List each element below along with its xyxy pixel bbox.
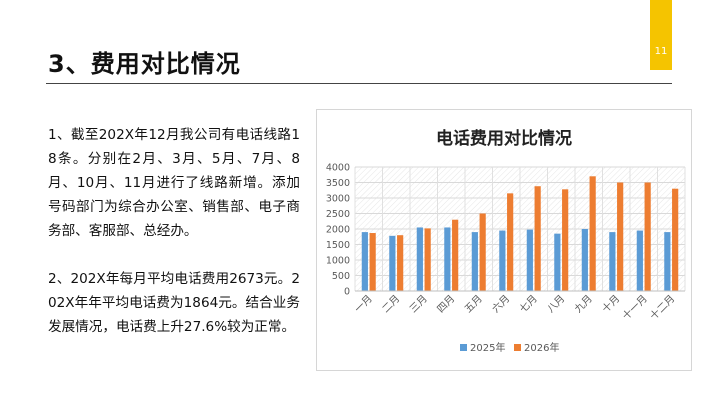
bar-2025-12 xyxy=(664,232,671,291)
x-tick-label: 三月 xyxy=(407,293,430,316)
bar-2026-4 xyxy=(452,219,459,291)
y-tick-label: 2000 xyxy=(326,225,350,236)
title-divider xyxy=(46,83,672,84)
bar-2025-10 xyxy=(609,232,616,291)
bar-2026-6 xyxy=(507,193,514,291)
x-tick-label: 十一月 xyxy=(619,292,649,322)
y-tick-label: 3000 xyxy=(326,194,350,205)
bar-2025-1 xyxy=(361,232,368,291)
bar-2025-8 xyxy=(554,233,561,291)
y-tick-label: 1000 xyxy=(326,256,350,267)
x-tick-label: 二月 xyxy=(380,293,403,316)
x-tick-label: 十二月 xyxy=(647,292,677,322)
y-tick-label: 1500 xyxy=(326,240,350,251)
page-number: 11 xyxy=(654,46,668,57)
legend-swatch-2025 xyxy=(460,344,467,351)
chart-title: 电话费用对比情况 xyxy=(436,128,572,149)
bar-2026-12 xyxy=(672,188,679,291)
bar-2026-2 xyxy=(397,235,404,291)
x-tick-label: 五月 xyxy=(462,293,485,316)
bar-2026-8 xyxy=(562,189,569,291)
accent-bar xyxy=(650,0,672,70)
paragraph-2: 2、202X年每月平均电话费用2673元。202X年年平均电话费为1864元。结… xyxy=(48,271,300,335)
bar-2025-9 xyxy=(581,229,588,291)
x-tick-label: 六月 xyxy=(490,293,513,316)
x-tick-label: 十月 xyxy=(599,292,622,315)
bar-2025-4 xyxy=(444,227,451,291)
slide-title: 3、费用对比情况 xyxy=(48,50,241,78)
y-tick-label: 3500 xyxy=(326,178,350,189)
bar-2026-3 xyxy=(424,228,431,291)
chart-container: 电话费用对比情况 0 500 1000 1500 2000 2500 3000 3500 400… xyxy=(316,109,692,371)
bar-2026-7 xyxy=(534,186,541,291)
y-tick-label: 4000 xyxy=(326,163,350,174)
bar-2026-9 xyxy=(589,176,596,291)
legend-label-2026: 2026年 xyxy=(524,341,559,354)
y-tick-label: 0 xyxy=(344,287,350,298)
bar-2026-1 xyxy=(369,233,376,291)
bar-2026-5 xyxy=(479,213,486,291)
legend-swatch-2026 xyxy=(514,344,521,351)
x-tick-label: 四月 xyxy=(435,293,458,316)
bar-2025-6 xyxy=(499,230,506,291)
paragraph-1: 1、截至202X年12月我公司有电话线路18条。分别在2月、3月、5月、7月、8… xyxy=(48,127,300,239)
bar-2025-3 xyxy=(416,227,423,291)
y-tick-label: 2500 xyxy=(326,209,350,220)
legend-label-2025: 2025年 xyxy=(470,341,505,354)
x-tick-label: 九月 xyxy=(572,293,595,316)
bar-chart: 电话费用对比情况 0 500 1000 1500 2000 2500 3000 3500 400… xyxy=(326,128,686,354)
y-tick-label: 500 xyxy=(332,271,350,282)
bar-2025-11 xyxy=(636,230,643,291)
bar-2025-2 xyxy=(389,235,396,291)
x-tick-label: 一月 xyxy=(352,293,375,316)
x-tick-label: 七月 xyxy=(517,293,540,316)
bar-2025-5 xyxy=(471,232,478,291)
bar-2025-7 xyxy=(526,229,533,291)
bar-2026-10 xyxy=(617,182,624,291)
bar-2026-11 xyxy=(644,182,651,291)
x-tick-label: 八月 xyxy=(545,293,568,316)
